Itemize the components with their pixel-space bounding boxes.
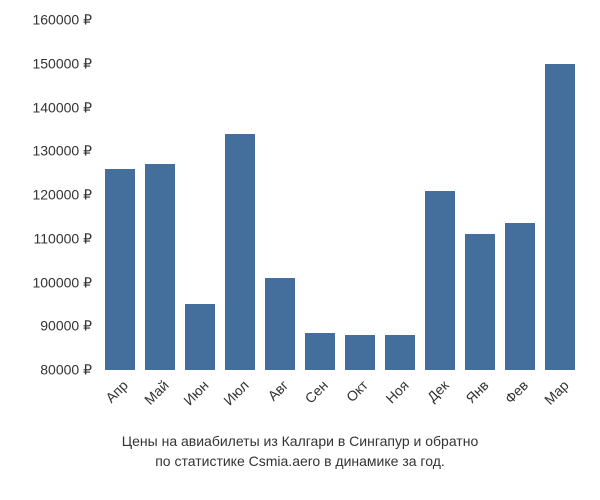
y-tick-label: 150000 ₽ bbox=[32, 55, 92, 72]
x-tick-label: Ноя bbox=[382, 377, 411, 406]
y-tick-label: 110000 ₽ bbox=[34, 230, 92, 247]
y-tick-label: 140000 ₽ bbox=[32, 99, 92, 116]
bar bbox=[225, 134, 255, 370]
y-tick-label: 130000 ₽ bbox=[32, 143, 92, 160]
x-tick-label: Мар bbox=[541, 377, 572, 408]
x-tick-label: Апр bbox=[103, 377, 132, 406]
x-tick-label: Янв bbox=[462, 377, 491, 406]
chart-container: 80000 ₽ 90000 ₽ 100000 ₽ 110000 ₽ 120000 ₽ 13… bbox=[0, 0, 600, 500]
y-tick-label: 80000 ₽ bbox=[40, 362, 92, 379]
bars-group bbox=[100, 20, 580, 370]
x-tick-label: Июн bbox=[180, 377, 211, 408]
y-tick-label: 160000 ₽ bbox=[32, 12, 92, 29]
x-tick-label: Авг bbox=[265, 377, 292, 404]
bar bbox=[545, 64, 575, 370]
bar bbox=[105, 169, 135, 370]
x-tick-label: Июл bbox=[220, 377, 251, 408]
caption-line-2: по статистике Csmia.aero в динамике за г… bbox=[155, 453, 445, 469]
bar bbox=[185, 304, 215, 370]
bar bbox=[345, 335, 375, 370]
chart-caption: Цены на авиабилеты из Калгари в Сингапур… bbox=[0, 432, 600, 471]
plot-area bbox=[100, 20, 580, 370]
bar bbox=[505, 223, 535, 370]
x-tick-label: Сен bbox=[302, 377, 331, 406]
y-tick-label: 100000 ₽ bbox=[32, 274, 92, 291]
bar bbox=[425, 191, 455, 370]
caption-line-1: Цены на авиабилеты из Калгари в Сингапур… bbox=[122, 433, 478, 449]
x-tick-label: Дек bbox=[423, 377, 451, 405]
bar bbox=[305, 333, 335, 370]
y-tick-label: 120000 ₽ bbox=[32, 187, 92, 204]
x-tick-label: Фев bbox=[502, 377, 532, 407]
x-axis: Апр Май Июн Июл Авг Сен Окт Ноя Дек Янв Фев Мар bbox=[100, 372, 580, 432]
y-tick-label: 90000 ₽ bbox=[40, 318, 92, 335]
bar bbox=[385, 335, 415, 370]
bar bbox=[265, 278, 295, 370]
x-tick-label: Окт bbox=[343, 377, 371, 405]
bar bbox=[465, 234, 495, 370]
bar bbox=[145, 164, 175, 370]
y-axis: 80000 ₽90000 ₽100000 ₽110000 ₽120000 ₽13… bbox=[0, 20, 100, 370]
x-tick-label: Май bbox=[141, 377, 172, 408]
